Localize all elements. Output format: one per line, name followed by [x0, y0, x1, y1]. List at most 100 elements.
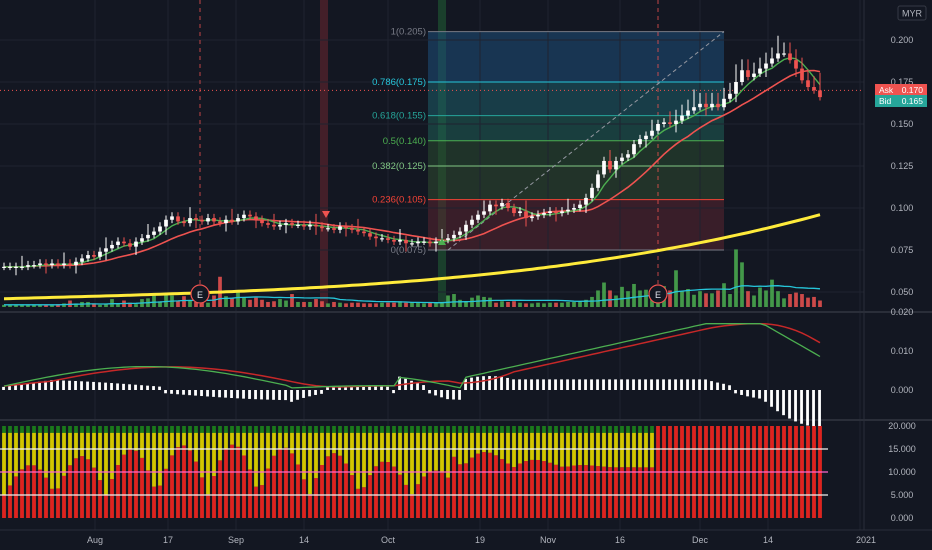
- macd-histogram-bar: [812, 390, 815, 427]
- osc-bar-red: [434, 470, 438, 518]
- currency-label: MYR: [902, 9, 923, 19]
- osc-bar-yellow: [14, 432, 18, 477]
- price-tick-label: 0.100: [891, 203, 914, 213]
- osc-bar-red: [578, 465, 582, 518]
- macd-histogram-bar: [230, 390, 233, 398]
- macd-histogram-bar: [632, 379, 635, 390]
- volume-bar: [818, 300, 822, 307]
- macd-layer: [2, 322, 821, 428]
- volume-bar: [242, 297, 246, 307]
- volume-bar: [152, 294, 156, 307]
- osc-bar-yellow: [140, 432, 144, 458]
- osc-bar-red: [104, 494, 108, 518]
- osc-bar-red: [614, 467, 618, 518]
- volume-bar: [566, 301, 570, 307]
- osc-bar-red: [344, 463, 348, 518]
- osc-bar-red: [524, 461, 528, 518]
- volume-bar: [98, 304, 102, 307]
- earnings-marker-1[interactable]: E: [190, 284, 210, 304]
- volume-bar: [572, 301, 576, 307]
- fibonacci-layer[interactable]: 1(0.205) 0.786(0.175) 0.618(0.155) 0.5(0.14…: [372, 27, 725, 256]
- osc-bar-yellow: [404, 432, 408, 485]
- earnings-marker-2[interactable]: E: [648, 284, 668, 304]
- candle-body: [560, 211, 564, 214]
- volume-bar: [794, 292, 798, 307]
- macd-histogram-bar: [650, 379, 653, 390]
- candle-body: [596, 174, 600, 188]
- macd-histogram-bar: [746, 390, 749, 397]
- macd-histogram-bar: [494, 376, 497, 390]
- macd-histogram-bar: [698, 379, 701, 390]
- time-tick-label: Oct: [381, 535, 396, 545]
- osc-bar-red: [584, 465, 588, 518]
- volume-bar: [680, 291, 684, 307]
- candle-body: [212, 218, 216, 222]
- macd-histogram-bar: [242, 390, 245, 399]
- candle-body: [140, 238, 144, 242]
- osc-bar-red: [506, 463, 510, 518]
- osc-bar-red: [362, 487, 366, 518]
- osc-bar-red: [488, 452, 492, 518]
- candle-body: [506, 202, 510, 208]
- sell-signal-arrow: [322, 211, 330, 218]
- fib-level-label: 0(0.075): [391, 245, 426, 256]
- osc-bar-yellow: [242, 432, 246, 456]
- osc-bar-red: [476, 453, 480, 518]
- candle-body: [572, 208, 576, 210]
- candle-body: [344, 226, 348, 229]
- macd-histogram-bar: [380, 386, 383, 390]
- currency-box[interactable]: [897, 5, 927, 21]
- osc-bar-red: [308, 494, 312, 518]
- osc-bar-yellow: [512, 432, 516, 468]
- candle-body: [710, 103, 714, 108]
- macd-histogram-bar: [620, 379, 623, 390]
- volume-bar: [176, 300, 180, 307]
- osc-bar-yellow: [506, 432, 510, 464]
- osc-bar-red: [416, 484, 420, 518]
- oscillator-tick-label: 15.000: [888, 444, 916, 454]
- osc-bar-yellow: [290, 432, 294, 454]
- osc-bar-red: [38, 469, 42, 518]
- buy-signal-arrow: [438, 238, 446, 245]
- macd-histogram-bar: [710, 381, 713, 390]
- volume-bar: [440, 301, 444, 307]
- osc-bar-yellow: [44, 432, 48, 478]
- macd-histogram-bar: [512, 379, 515, 390]
- volume-ma-line: [4, 285, 821, 306]
- osc-bar-red: [608, 467, 612, 518]
- volume-bar: [332, 301, 336, 307]
- candle-body: [812, 87, 816, 91]
- volume-bar: [488, 297, 492, 307]
- volume-bar: [536, 302, 540, 307]
- candles-layer[interactable]: [2, 35, 822, 276]
- volume-bar: [506, 301, 510, 307]
- osc-bar-yellow: [542, 432, 546, 462]
- osc-bar-red: [248, 469, 252, 518]
- macd-histogram-bar: [62, 380, 65, 390]
- volume-bar: [128, 302, 132, 307]
- volume-bar: [614, 295, 618, 307]
- osc-bar-yellow: [50, 432, 54, 489]
- time-tick-label: 14: [299, 535, 309, 545]
- candle-body: [224, 219, 228, 224]
- fib-zone: [428, 115, 724, 141]
- candle-body: [488, 204, 492, 212]
- candle-body: [152, 231, 156, 235]
- osc-bar-red: [176, 447, 180, 518]
- candle-body: [674, 120, 678, 124]
- macd-histogram-bar: [278, 390, 281, 400]
- volume-bar: [392, 302, 396, 307]
- osc-bar-red: [32, 465, 36, 518]
- osc-bar-yellow: [614, 432, 618, 468]
- osc-bar-red: [380, 461, 384, 518]
- macd-histogram-bar: [560, 379, 563, 390]
- candle-body: [326, 228, 330, 230]
- macd-histogram-bar: [14, 385, 17, 390]
- osc-bar-red: [422, 476, 426, 518]
- osc-bar-red: [122, 454, 126, 518]
- osc-bar-red: [128, 449, 132, 518]
- macd-histogram-bar: [398, 376, 401, 390]
- bid-label: Bid: [879, 96, 892, 106]
- axis-layer: 0.200 0.175 0.150 0.125 0.100 0.075 0.050 0.020…: [87, 35, 916, 545]
